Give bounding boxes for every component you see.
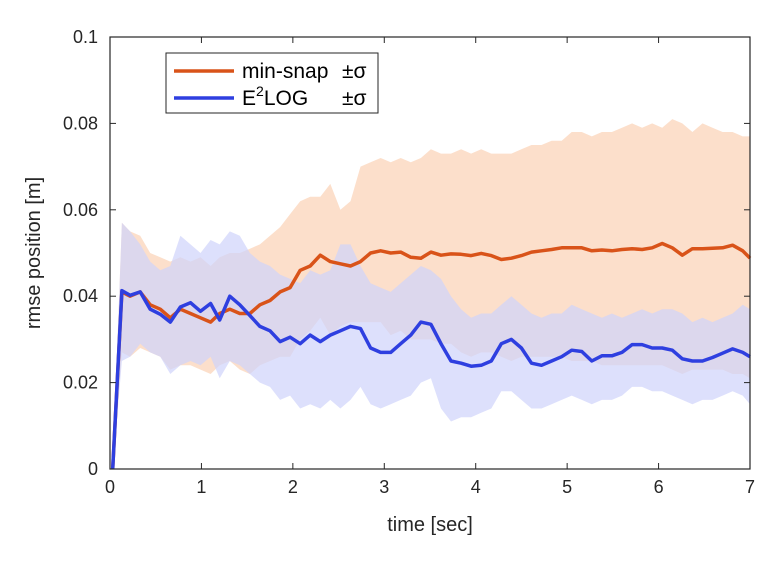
x-tick-label: 6 xyxy=(654,477,664,497)
x-tick-label: 5 xyxy=(562,477,572,497)
x-tick-label: 3 xyxy=(379,477,389,497)
y-axis-label: rmse position [m] xyxy=(23,177,45,329)
y-tick-label: 0.08 xyxy=(63,113,98,133)
y-tick-label: 0.02 xyxy=(63,373,98,393)
y-tick-label: 0.06 xyxy=(63,200,98,220)
y-tick-label: 0.1 xyxy=(73,27,98,47)
axes-frame xyxy=(109,36,751,470)
band-e2log xyxy=(112,222,750,469)
mean-lines xyxy=(110,241,752,470)
x-tick-label: 1 xyxy=(196,477,206,497)
x-tick-label: 2 xyxy=(288,477,298,497)
legend-e2log-after: LOG xyxy=(264,87,308,110)
legend-e2log-sup: 2 xyxy=(256,83,264,99)
legend-label-e2log: E2LOG xyxy=(242,83,308,110)
x-tick-label: 4 xyxy=(471,477,481,497)
legend-label-min-snap: min-snap xyxy=(242,60,328,83)
x-tick-label: 0 xyxy=(105,477,115,497)
std-bands xyxy=(112,119,750,469)
y-axis-ticks: 0 0.02 0.04 0.06 0.08 0.1 xyxy=(63,27,750,479)
legend-min-snap-name: min-snap xyxy=(242,60,328,83)
line-e2log xyxy=(110,288,751,470)
x-axis-label: time [sec] xyxy=(387,514,473,536)
legend-box xyxy=(165,52,379,114)
legend-min-snap-pm: ±σ xyxy=(342,60,367,83)
legend-e2log-main: E xyxy=(242,87,256,110)
y-tick-label: 0 xyxy=(88,459,98,479)
x-tick-label: 7 xyxy=(745,477,755,497)
legend-e2log-pm: ±σ xyxy=(342,87,367,110)
x-axis-ticks: 0 1 2 3 4 5 6 7 xyxy=(105,37,755,497)
legend: min-snap ±σ E2LOG ±σ xyxy=(165,52,379,114)
y-tick-label: 0.04 xyxy=(63,286,98,306)
